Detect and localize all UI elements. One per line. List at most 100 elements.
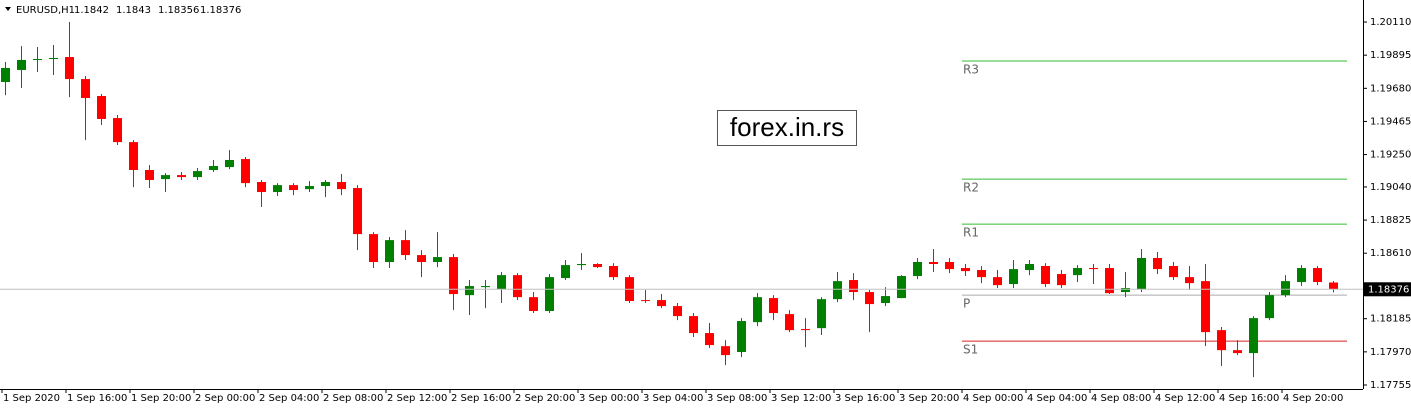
candle-body xyxy=(1073,268,1082,276)
candle-body xyxy=(433,257,442,263)
y-tick-label: 1.18185 xyxy=(1370,314,1411,325)
candle-body xyxy=(369,234,378,263)
price-label: 1.18376 xyxy=(1368,284,1409,295)
candle-body xyxy=(577,264,586,266)
candle-body xyxy=(177,175,186,178)
candle-body xyxy=(593,264,602,268)
candle-body xyxy=(65,57,74,80)
candle-body xyxy=(417,255,426,263)
candle-body xyxy=(193,171,202,178)
candle-body xyxy=(401,240,410,256)
candle-body xyxy=(1297,268,1306,283)
candle-body xyxy=(145,169,154,181)
x-tick-label: 1 Sep 2020 xyxy=(3,393,60,404)
candle-body xyxy=(1169,266,1178,278)
candle-body xyxy=(849,280,858,293)
candle-body xyxy=(49,57,58,60)
symbol: EURUSD,H1 xyxy=(16,5,75,16)
candle-body xyxy=(673,306,682,317)
candle-body xyxy=(721,346,730,356)
candle-body xyxy=(993,277,1002,286)
candle-body xyxy=(161,175,170,180)
candle-body xyxy=(353,188,362,235)
header-low: 1.18356 xyxy=(158,5,199,16)
candle-body xyxy=(961,268,970,272)
candle-body xyxy=(81,79,90,99)
y-tick-label: 1.19040 xyxy=(1370,182,1411,193)
candle-body xyxy=(129,142,138,170)
candle-body xyxy=(273,185,282,193)
candle-body xyxy=(1249,318,1258,354)
watermark: forex.in.rs xyxy=(730,112,844,142)
x-tick-label: 4 Sep 12:00 xyxy=(1155,393,1215,404)
y-tick-label: 1.17755 xyxy=(1370,380,1411,391)
candle-body xyxy=(209,165,218,170)
candle-body xyxy=(1105,268,1114,294)
candle-body xyxy=(753,297,762,323)
price-label-box xyxy=(1364,282,1411,297)
header: EURUSD,H1 1.1842 1.1843 1.18356 1.18376 xyxy=(16,5,241,16)
candle-body xyxy=(705,333,714,346)
candle-body xyxy=(641,300,650,302)
candle-body xyxy=(1233,350,1242,354)
pivot-label: R2 xyxy=(963,181,979,195)
candle-body xyxy=(1137,257,1146,290)
candle-body xyxy=(609,266,618,278)
candle-body xyxy=(1121,288,1130,293)
candle-body xyxy=(817,299,826,329)
candle-body xyxy=(545,277,554,312)
x-tick-label: 3 Sep 00:00 xyxy=(579,393,639,404)
x-tick-label: 3 Sep 04:00 xyxy=(643,393,703,404)
x-tick-label: 3 Sep 16:00 xyxy=(835,393,895,404)
x-tick-label: 2 Sep 12:00 xyxy=(387,393,447,404)
candle-body xyxy=(865,292,874,305)
x-tick-label: 4 Sep 04:00 xyxy=(1027,393,1087,404)
x-tick-label: 4 Sep 16:00 xyxy=(1219,393,1279,404)
x-tick-label: 1 Sep 16:00 xyxy=(67,393,127,404)
candle-body xyxy=(33,59,42,61)
candle-body xyxy=(1025,264,1034,271)
y-tick-label: 1.20110 xyxy=(1370,17,1411,28)
x-tick-label: 4 Sep 08:00 xyxy=(1091,393,1151,404)
candle-body xyxy=(945,262,954,270)
candle-body xyxy=(1153,257,1162,270)
y-tick-label: 1.19465 xyxy=(1370,116,1411,127)
x-tick-label: 4 Sep 00:00 xyxy=(963,393,1023,404)
candle-body xyxy=(1089,268,1098,270)
x-tick-label: 2 Sep 08:00 xyxy=(323,393,383,404)
x-tick-label: 4 Sep 20:00 xyxy=(1283,393,1343,404)
x-tick-label: 2 Sep 00:00 xyxy=(195,393,255,404)
candle-body xyxy=(1057,274,1066,286)
candle-body xyxy=(769,298,778,314)
candle-body xyxy=(913,262,922,277)
candle-body xyxy=(97,96,106,119)
candle-body xyxy=(561,265,570,279)
candle-body xyxy=(689,316,698,334)
candle-body xyxy=(465,286,474,296)
candle-body xyxy=(801,329,810,331)
candle-body xyxy=(785,314,794,331)
candle-body xyxy=(1201,281,1210,333)
candle-body xyxy=(1009,269,1018,285)
pivot-label: P xyxy=(963,297,970,311)
candle-body xyxy=(1,67,10,82)
candle-body xyxy=(1329,282,1338,290)
x-tick-label: 1 Sep 20:00 xyxy=(131,393,191,404)
candle-body xyxy=(737,321,746,353)
pivot-label: S1 xyxy=(963,343,978,357)
pivot-label: R3 xyxy=(963,63,979,77)
x-tick-label: 3 Sep 20:00 xyxy=(899,393,959,404)
candle-body xyxy=(1265,295,1274,319)
candle-body xyxy=(657,300,666,307)
y-tick-label: 1.18610 xyxy=(1370,248,1411,259)
x-tick-label: 2 Sep 04:00 xyxy=(259,393,319,404)
header-close: 1.18376 xyxy=(200,5,241,16)
candle-body xyxy=(497,275,506,290)
candle-body xyxy=(977,270,986,278)
candle-body xyxy=(1217,330,1226,351)
candle-body xyxy=(1281,281,1290,296)
candle-body xyxy=(321,182,330,187)
y-tick-label: 1.19680 xyxy=(1370,83,1411,94)
candle-body xyxy=(449,257,458,295)
